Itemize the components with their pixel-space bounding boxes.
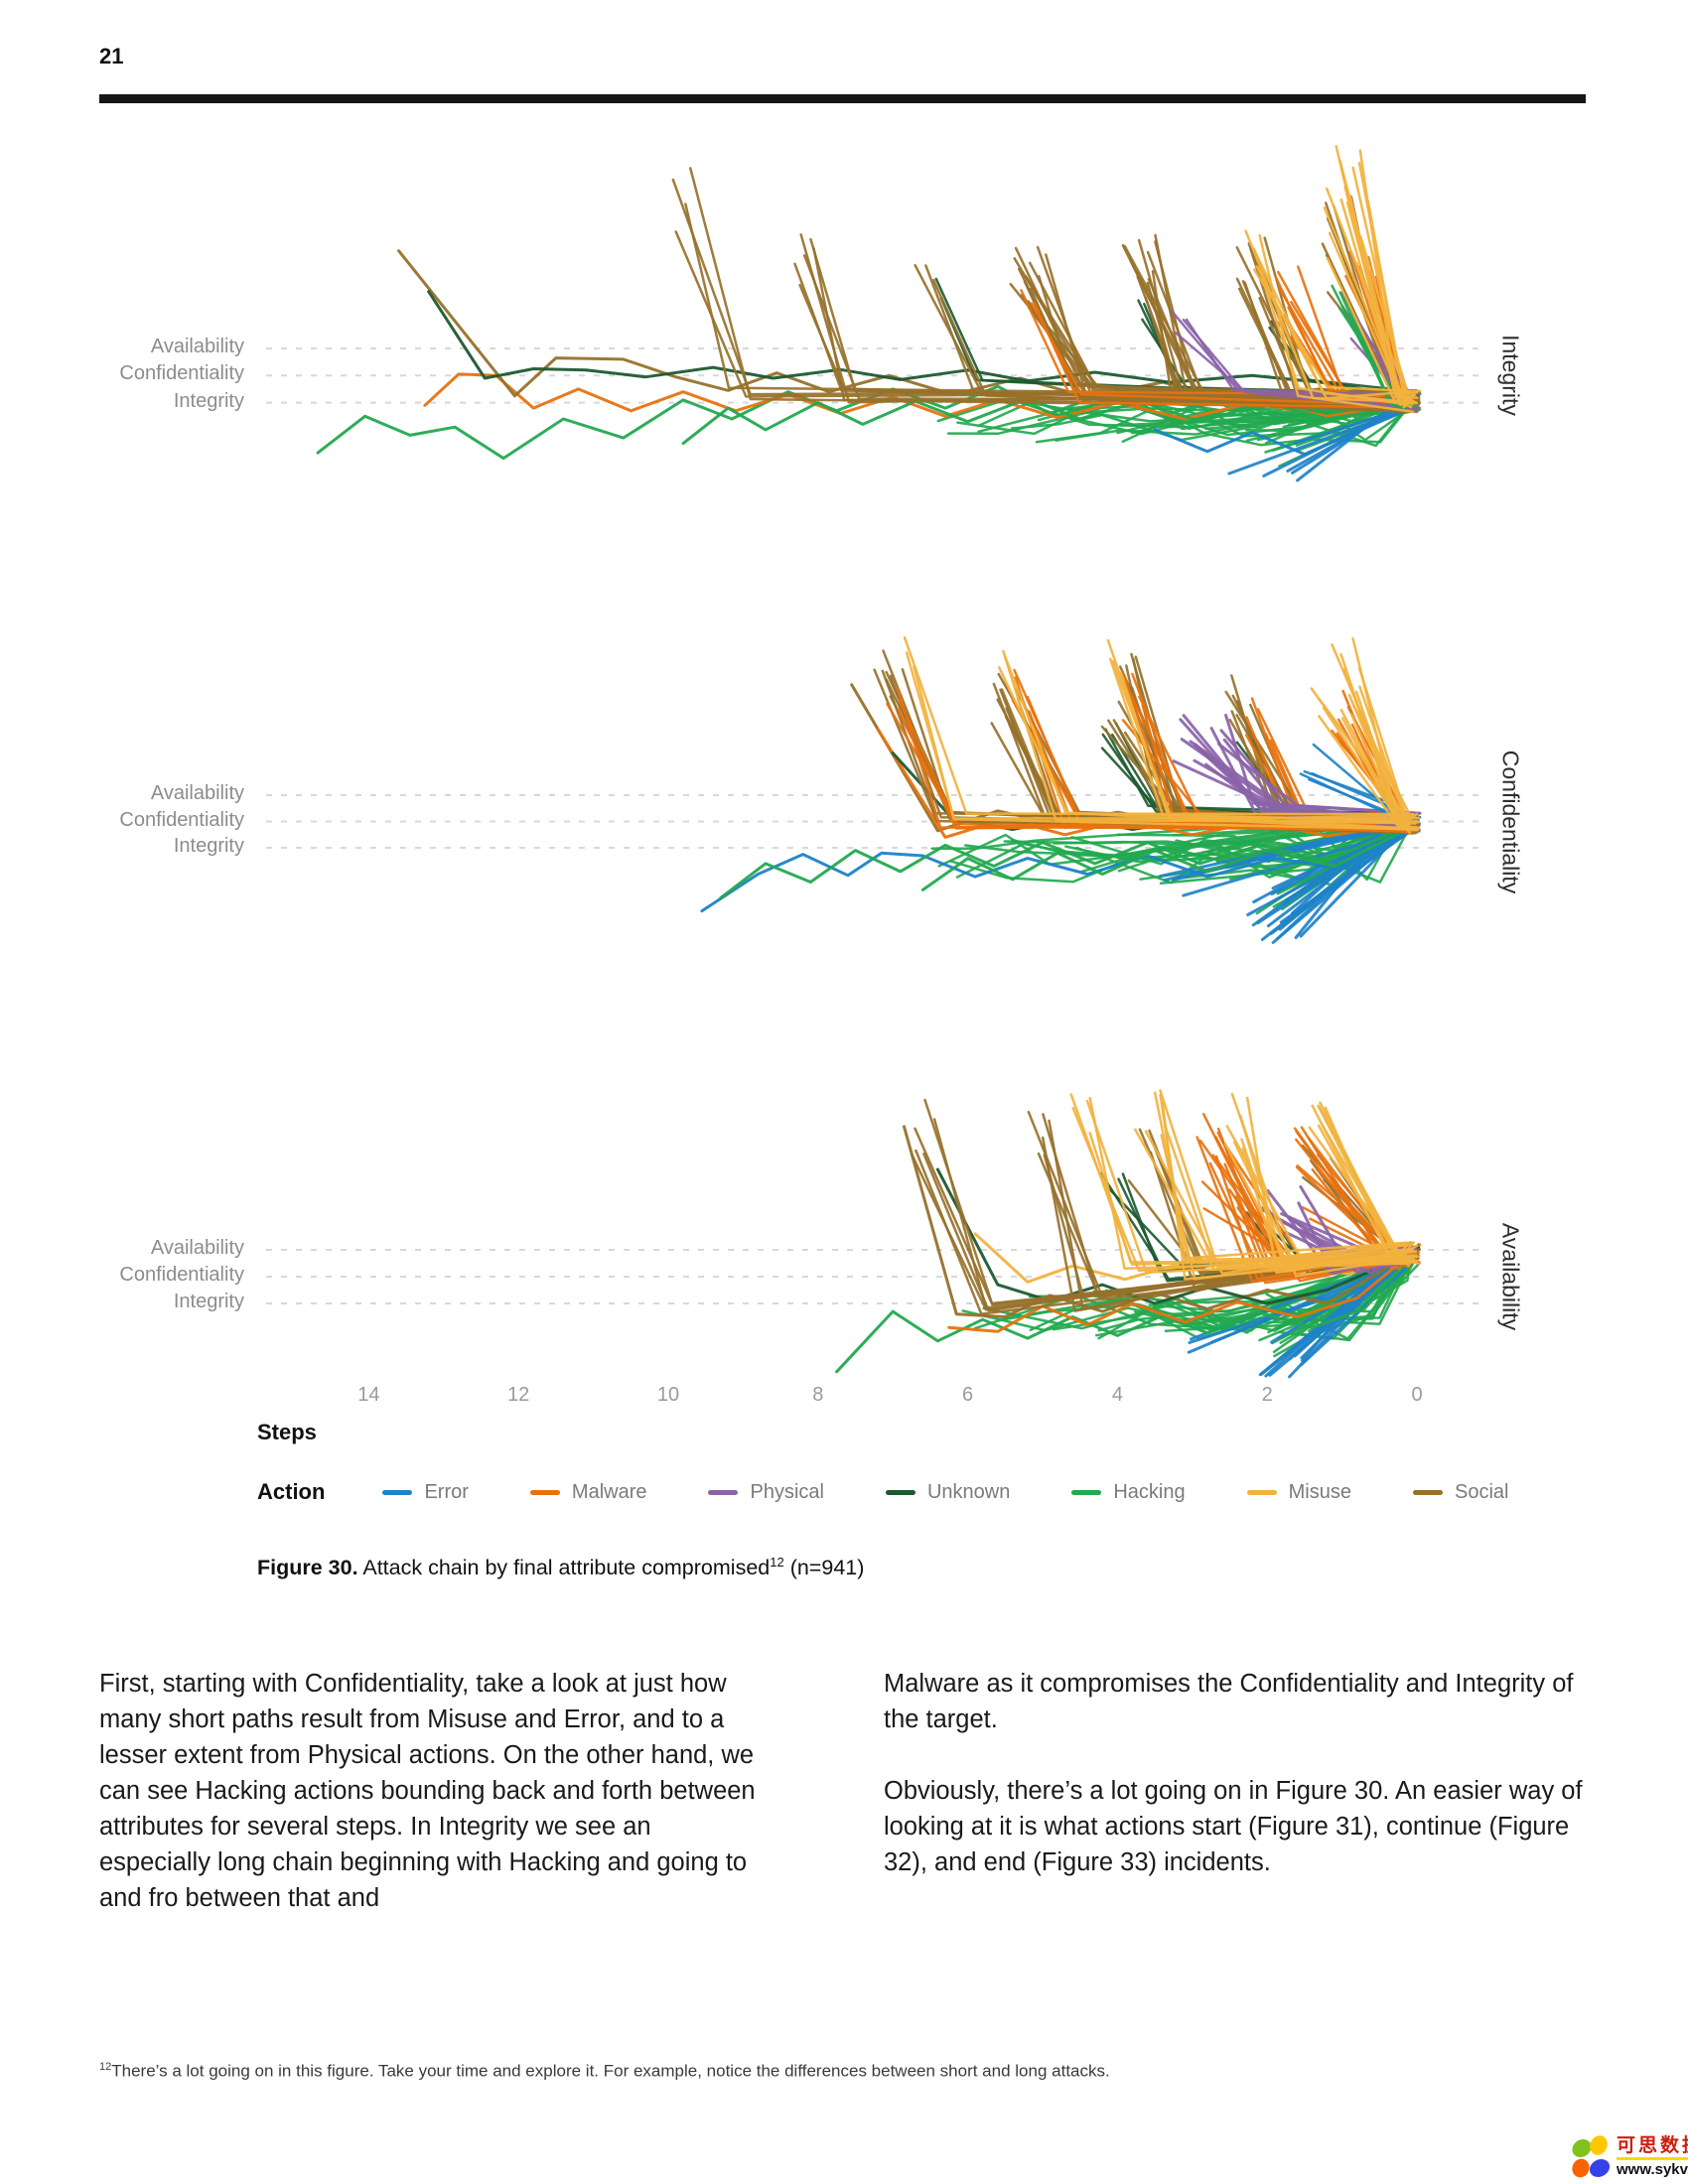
legend-items: Error Malware Physical Unknown Hacking Misuse…: [382, 1481, 1570, 1504]
body-column-right: Malware as it compromises the Confidenti…: [884, 1666, 1585, 1916]
legend-swatch-error: [382, 1489, 413, 1495]
x-tick-0: 0: [1411, 1384, 1423, 1406]
watermark-brand: 可思数据: [1617, 2135, 1688, 2160]
legend: Action Error Malware Physical Unknown Hackin…: [257, 1479, 1570, 1505]
row-label-availability: Availability: [150, 336, 244, 357]
watermark-flower-icon: [1572, 2135, 1611, 2178]
legend-label: Error: [424, 1480, 469, 1503]
legend-item-hacking: Hacking: [1071, 1480, 1186, 1504]
row-label-integrity: Integrity: [173, 1291, 244, 1312]
legend-swatch-hacking: [1071, 1489, 1102, 1495]
legend-label: Malware: [571, 1480, 647, 1503]
row-label-confidentiality: Confidentiality: [119, 362, 244, 385]
x-tick-14: 14: [357, 1384, 380, 1406]
legend-label: Unknown: [926, 1480, 1011, 1503]
legend-label: Physical: [750, 1480, 824, 1503]
body-paragraph: Malware as it compromises the Confidenti…: [884, 1670, 1574, 1733]
row-label-confidentiality: Confidentiality: [119, 1264, 244, 1286]
legend-item-social: Social: [1412, 1480, 1509, 1504]
figure-caption-label: Figure 30.: [257, 1556, 358, 1580]
row-label-availability: Availability: [150, 1237, 244, 1259]
row-label-confidentiality: Confidentiality: [119, 808, 244, 831]
watermark-url: www.sykv.com: [1617, 2161, 1688, 2178]
legend-item-unknown: Unknown: [885, 1480, 1011, 1504]
body-paragraph: Obviously, there’s a lot going on in Fig…: [884, 1777, 1583, 1876]
legend-swatch-physical: [708, 1489, 739, 1495]
legend-label: Misuse: [1288, 1480, 1351, 1503]
x-tick-8: 8: [812, 1384, 824, 1406]
x-tick-2: 2: [1261, 1384, 1273, 1406]
x-tick-12: 12: [507, 1384, 530, 1406]
legend-item-error: Error: [382, 1480, 469, 1504]
panel-right-label-integrity: Integrity: [1497, 335, 1524, 417]
body-column-left: First, starting with Confidentiality, ta…: [99, 1666, 767, 1916]
legend-item-misuse: Misuse: [1246, 1480, 1351, 1504]
legend-label: Social: [1454, 1480, 1509, 1503]
panel-right-label-confidentiality: Confidentiality: [1497, 750, 1524, 893]
legend-swatch-malware: [529, 1489, 560, 1495]
legend-swatch-social: [1412, 1489, 1443, 1495]
panel-right-label-availability: Availability: [1497, 1222, 1524, 1331]
x-axis-title: Steps: [257, 1420, 317, 1444]
footnote: 12There’s a lot going on in this figure.…: [99, 2061, 1110, 2082]
footnote-text: There’s a lot going on in this figure. T…: [111, 2061, 1110, 2081]
page-number: 21: [99, 44, 124, 68]
x-tick-10: 10: [656, 1384, 680, 1406]
figure-caption-footnote-ref: 12: [770, 1555, 784, 1570]
watermark: 可思数据 www.sykv.com: [1569, 2134, 1688, 2180]
row-label-integrity: Integrity: [173, 389, 244, 412]
figure-caption-text: Attack chain by final attribute compromi…: [357, 1556, 771, 1580]
legend-title: Action: [257, 1479, 326, 1504]
x-tick-4: 4: [1111, 1384, 1123, 1406]
legend-swatch-unknown: [885, 1489, 915, 1495]
legend-swatch-misuse: [1246, 1489, 1277, 1495]
footnote-number: 12: [99, 2061, 112, 2073]
figure-caption-n: (n=941): [783, 1556, 865, 1580]
x-tick-6: 6: [962, 1384, 974, 1406]
header-rule: [99, 94, 1586, 103]
row-label-integrity: Integrity: [173, 835, 244, 857]
legend-item-malware: Malware: [529, 1480, 647, 1504]
body-paragraph: First, starting with Confidentiality, ta…: [99, 1670, 756, 1912]
legend-label: Hacking: [1113, 1480, 1186, 1503]
row-label-availability: Availability: [150, 782, 244, 804]
legend-item-physical: Physical: [708, 1480, 824, 1504]
figure-caption: Figure 30. Attack chain by final attribu…: [257, 1555, 864, 1580]
